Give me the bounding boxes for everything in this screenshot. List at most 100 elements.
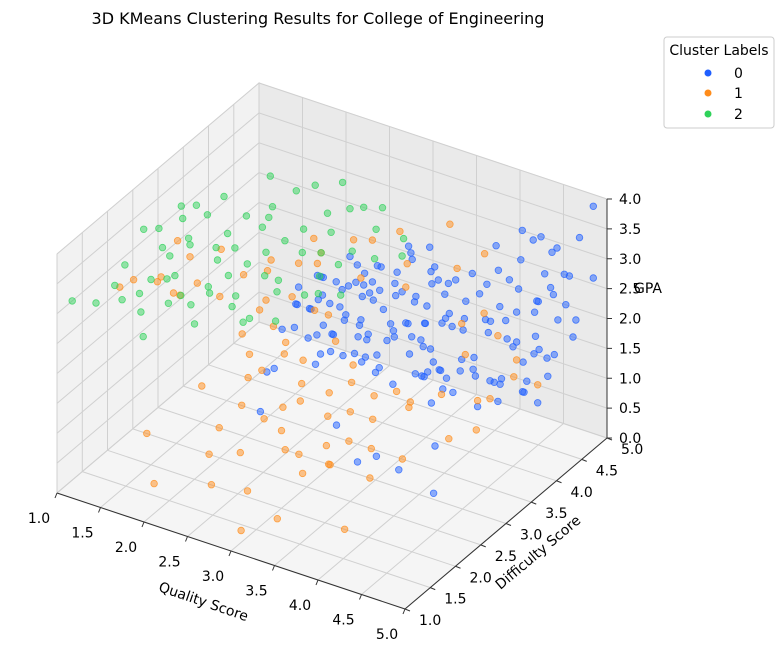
data-point-cluster-1	[322, 441, 331, 450]
data-point-cluster-0	[294, 283, 303, 291]
data-point-cluster-2	[378, 203, 387, 212]
data-point-cluster-1	[296, 397, 304, 405]
data-point-cluster-0	[530, 350, 538, 358]
data-point-cluster-0	[569, 333, 577, 341]
data-point-cluster-2	[178, 214, 187, 223]
data-point-cluster-1	[367, 444, 375, 453]
data-point-cluster-2	[292, 187, 300, 195]
legend-title: Cluster Labels	[669, 43, 768, 59]
data-point-cluster-1	[534, 381, 542, 389]
data-point-cluster-2	[139, 332, 147, 341]
data-point-cluster-1	[198, 382, 206, 390]
data-point-cluster-1	[279, 403, 287, 411]
data-point-cluster-0	[541, 270, 549, 278]
z-tick-label: 3.0	[619, 252, 641, 268]
data-point-cluster-1	[129, 276, 138, 284]
data-point-cluster-1	[398, 455, 407, 463]
x-tick-label: 3.0	[202, 569, 224, 585]
data-point-cluster-0	[452, 276, 460, 284]
data-point-cluster-2	[164, 299, 173, 307]
z-tick-label: 2.0	[619, 312, 641, 328]
data-point-cluster-2	[213, 256, 222, 264]
data-point-cluster-0	[509, 343, 517, 351]
data-point-cluster-0	[535, 345, 543, 354]
data-point-cluster-0	[441, 290, 449, 298]
data-point-cluster-0	[468, 269, 476, 278]
data-point-cluster-1	[310, 234, 318, 243]
data-point-cluster-0	[572, 316, 580, 324]
data-point-cluster-0	[392, 291, 400, 300]
data-point-cluster-2	[298, 248, 306, 257]
z-tick-label: 4.0	[619, 192, 641, 208]
z-gridline	[56, 231, 608, 404]
x-tick-label: 2.0	[115, 540, 137, 556]
data-point-cluster-0	[350, 349, 359, 358]
data-point-cluster-0	[486, 317, 495, 325]
data-point-cluster-2	[315, 272, 324, 280]
data-point-cluster-2	[346, 204, 354, 213]
data-point-cluster-1	[216, 292, 224, 301]
data-point-cluster-0	[395, 466, 403, 474]
data-point-cluster-1	[510, 373, 518, 381]
data-point-cluster-1	[405, 403, 413, 412]
z-gridline	[56, 261, 608, 434]
data-point-cluster-0	[429, 489, 438, 497]
data-point-cluster-0	[368, 278, 377, 286]
data-point-cluster-1	[244, 373, 252, 382]
y-tick-label: 3.5	[545, 506, 567, 522]
data-point-cluster-2	[137, 308, 145, 316]
data-point-cluster-0	[537, 233, 545, 241]
z-gridline	[56, 201, 608, 374]
data-point-cluster-0	[427, 267, 435, 276]
data-point-cluster-1	[238, 330, 246, 338]
data-point-cluster-0	[575, 233, 584, 242]
data-point-cluster-0	[386, 320, 395, 328]
data-point-cluster-0	[326, 299, 334, 308]
data-point-cluster-2	[337, 291, 345, 299]
data-point-cluster-2	[139, 225, 148, 233]
data-point-cluster-1	[494, 332, 502, 340]
data-point-cluster-0	[469, 365, 477, 373]
data-point-cluster-1	[239, 271, 248, 279]
y-tick-label: 2.5	[495, 549, 517, 565]
data-point-cluster-0	[529, 236, 537, 244]
data-point-cluster-0	[369, 296, 377, 304]
data-point-cluster-0	[391, 279, 399, 288]
data-point-cluster-0	[353, 261, 361, 269]
data-point-cluster-2	[147, 275, 155, 284]
data-point-cluster-0	[492, 241, 500, 250]
z-gridline	[56, 172, 608, 344]
data-point-cluster-0	[484, 328, 492, 337]
data-point-cluster-2	[266, 172, 274, 180]
z-axis-label: GPA	[634, 281, 662, 297]
x-tick-mark	[402, 608, 406, 615]
data-point-cluster-0	[544, 372, 552, 380]
data-point-cluster-2	[245, 314, 254, 323]
data-point-cluster-0	[441, 314, 450, 322]
data-point-cluster-1	[486, 395, 494, 403]
data-point-cluster-0	[458, 355, 466, 364]
data-point-cluster-0	[589, 202, 597, 210]
data-point-cluster-0	[426, 345, 435, 353]
y-tick-label: 4.5	[596, 463, 618, 479]
data-point-cluster-0	[336, 303, 344, 311]
data-point-cluster-0	[486, 377, 494, 385]
data-point-cluster-2	[271, 317, 280, 325]
data-point-cluster-1	[299, 356, 307, 364]
data-point-cluster-0	[365, 289, 374, 297]
data-point-cluster-0	[353, 458, 362, 466]
data-point-cluster-0	[390, 333, 398, 341]
data-point-cluster-0	[549, 290, 558, 299]
y-tick-label: 1.0	[419, 613, 441, 629]
data-point-cluster-0	[543, 354, 551, 362]
data-point-cluster-2	[212, 243, 220, 252]
data-point-cluster-0	[483, 280, 491, 288]
y-tick-mark	[404, 608, 411, 612]
data-point-cluster-1	[262, 296, 270, 304]
data-point-cluster-1	[325, 389, 333, 397]
y-tick-mark	[455, 565, 461, 569]
data-point-cluster-2	[177, 291, 185, 300]
data-point-cluster-1	[294, 259, 303, 267]
data-point-cluster-1	[331, 337, 340, 345]
data-point-cluster-0	[313, 331, 321, 339]
